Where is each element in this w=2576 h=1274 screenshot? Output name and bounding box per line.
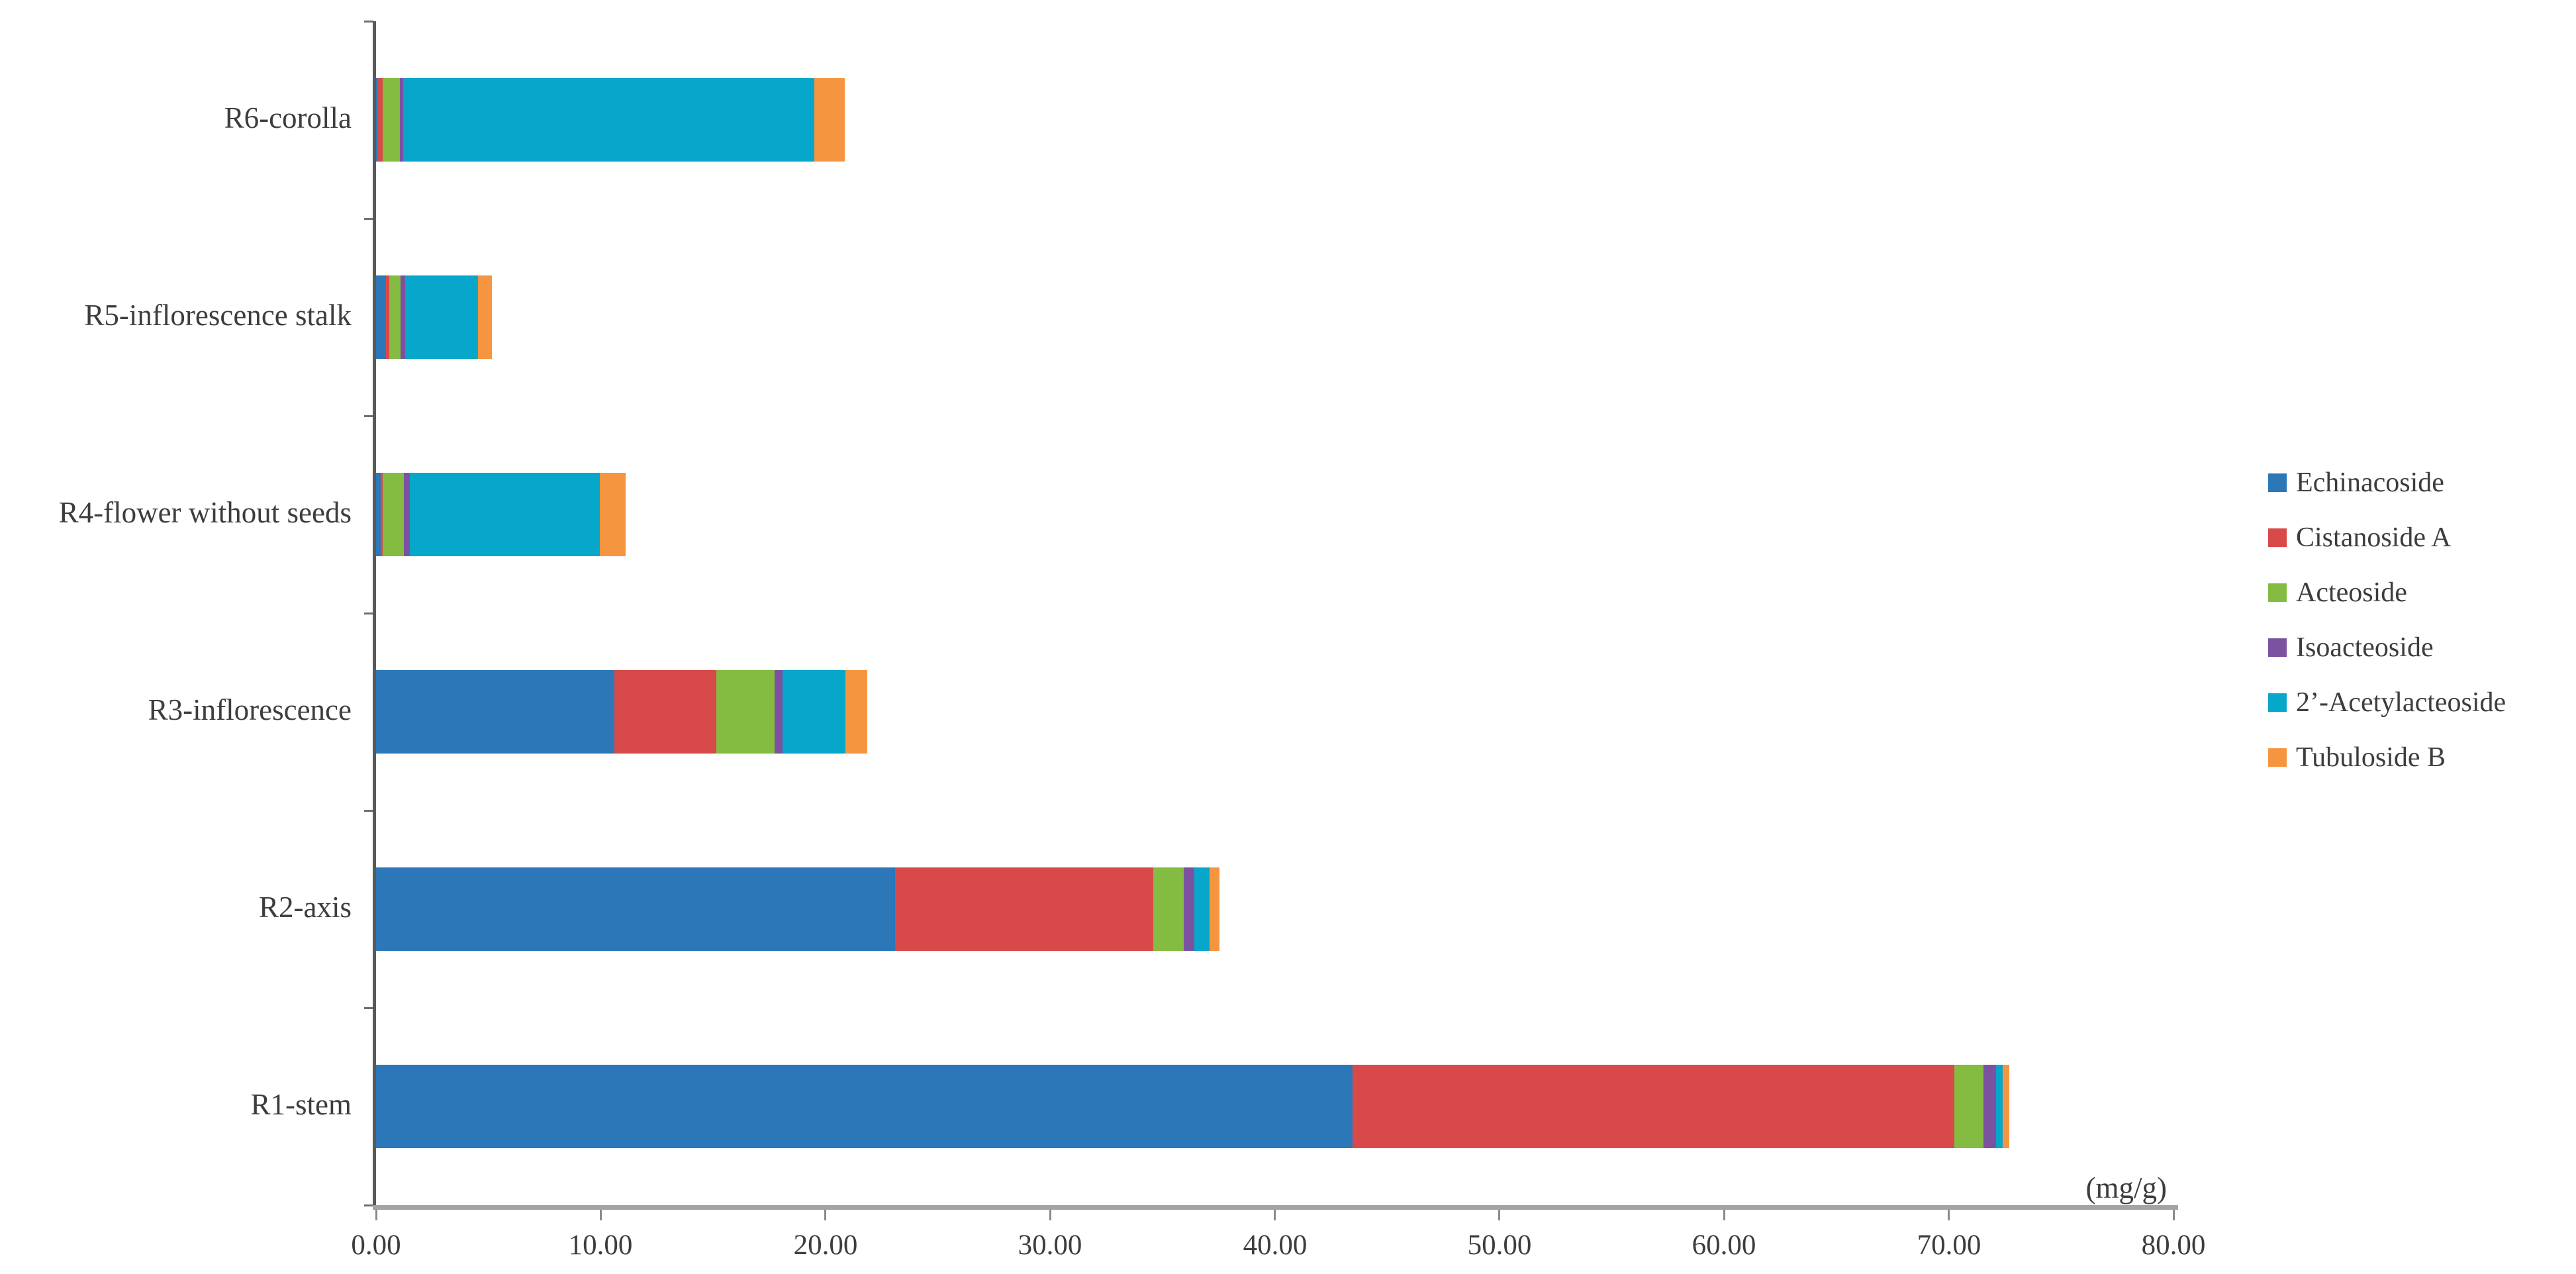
- bar-row: [376, 78, 845, 162]
- bar-segment: [716, 670, 775, 754]
- y-axis-line: [373, 21, 376, 1205]
- x-axis-tick: [2173, 1210, 2175, 1220]
- legend-label: Acteoside: [2296, 577, 2407, 608]
- legend-item: Isoacteoside: [2268, 620, 2506, 675]
- category-label: R1-stem: [250, 1088, 352, 1121]
- y-axis-tick: [364, 612, 373, 614]
- x-tick-label: 60.00: [1692, 1230, 1756, 1261]
- category-label: R3-inflorescence: [148, 693, 352, 726]
- bar-segment: [814, 78, 845, 162]
- bar-segment: [376, 473, 381, 556]
- bar-segment: [386, 275, 390, 359]
- legend-item: Echinacoside: [2268, 455, 2506, 510]
- bar-segment: [401, 275, 406, 359]
- bar-segment: [1954, 1065, 1984, 1148]
- bar-row: [376, 670, 867, 754]
- legend-label: Isoacteoside: [2296, 632, 2434, 663]
- legend: Echinacoside Cistanoside A Acteoside Isoact…: [2268, 455, 2506, 785]
- legend-swatch: [2268, 583, 2287, 602]
- bar-segment: [599, 473, 626, 556]
- bar-segment: [376, 78, 377, 162]
- bar-row: [376, 473, 626, 556]
- bar-segment: [376, 670, 614, 754]
- y-axis-tick: [364, 1007, 373, 1009]
- axis-unit-label: (mg/g): [2085, 1171, 2167, 1204]
- y-axis-tick: [364, 21, 373, 23]
- x-axis-line: [373, 1205, 2178, 1210]
- x-tick-label: 30.00: [1018, 1230, 1082, 1261]
- x-tick-label: 10.00: [568, 1230, 633, 1261]
- bar-segment: [377, 78, 383, 162]
- legend-item: Acteoside: [2268, 565, 2506, 620]
- x-tick-label: 70.00: [1917, 1230, 1981, 1261]
- bar-segment: [894, 867, 1154, 951]
- bar-segment: [1153, 867, 1184, 951]
- x-tick-label: 80.00: [2141, 1230, 2206, 1261]
- category-label: R5-inflorescence stalk: [84, 299, 352, 332]
- bar-segment: [383, 78, 400, 162]
- x-axis-tick: [375, 1210, 377, 1220]
- x-tick-label: 20.00: [793, 1230, 858, 1261]
- x-axis-tick: [600, 1210, 602, 1220]
- x-axis-tick: [1948, 1210, 1950, 1220]
- legend-swatch: [2268, 638, 2287, 657]
- legend-swatch: [2268, 693, 2287, 712]
- bar-segment: [478, 275, 492, 359]
- legend-swatch: [2268, 528, 2287, 547]
- legend-label: Tubuloside B: [2296, 742, 2446, 773]
- x-tick-label: 50.00: [1467, 1230, 1532, 1261]
- bar-segment: [389, 275, 401, 359]
- bar-segment: [1184, 867, 1194, 951]
- x-tick-label: 0.00: [351, 1230, 401, 1261]
- bar-segment: [1194, 867, 1210, 951]
- bar-segment: [1352, 1065, 1955, 1148]
- bar-segment: [1210, 867, 1219, 951]
- legend-label: 2’-Acetylacteoside: [2296, 687, 2506, 718]
- legend-swatch: [2268, 748, 2287, 767]
- y-axis-tick: [364, 1204, 373, 1206]
- x-tick-label: 40.00: [1243, 1230, 1308, 1261]
- category-label: R4-flower without seeds: [58, 496, 352, 529]
- bar-segment: [403, 78, 814, 162]
- x-axis-tick: [1498, 1210, 1500, 1220]
- bar-segment: [405, 275, 479, 359]
- bar-segment: [380, 473, 383, 556]
- x-axis-tick: [1723, 1210, 1725, 1220]
- bar-segment: [783, 670, 846, 754]
- legend-label: Cistanoside A: [2296, 522, 2452, 553]
- category-label: R2-axis: [259, 891, 352, 924]
- bar-segment: [775, 670, 783, 754]
- bar-segment: [2003, 1065, 2010, 1148]
- legend-item: Tubuloside B: [2268, 730, 2506, 785]
- x-axis-tick: [824, 1210, 826, 1220]
- y-axis-tick: [364, 810, 373, 812]
- legend-item: Cistanoside A: [2268, 510, 2506, 565]
- bar-row: [376, 275, 492, 359]
- bar-segment: [383, 473, 405, 556]
- legend-swatch: [2268, 473, 2287, 492]
- bar-segment: [376, 1065, 1353, 1148]
- bar-segment: [376, 867, 895, 951]
- category-label: R6-corolla: [224, 101, 352, 134]
- bar-segment: [614, 670, 717, 754]
- legend-label: Echinacoside: [2296, 467, 2444, 498]
- bar-segment: [404, 473, 410, 556]
- x-axis-tick: [1274, 1210, 1276, 1220]
- bar-row: [376, 1065, 2010, 1148]
- y-axis-tick: [364, 218, 373, 220]
- x-axis-tick: [1049, 1210, 1051, 1220]
- bar-segment: [1983, 1065, 1996, 1148]
- bar-row: [376, 867, 1219, 951]
- bar-segment: [399, 78, 403, 162]
- legend-item: 2’-Acetylacteoside: [2268, 675, 2506, 730]
- bar-segment: [845, 670, 867, 754]
- y-axis-tick: [364, 415, 373, 417]
- bar-segment: [376, 275, 387, 359]
- bar-segment: [1995, 1065, 2003, 1148]
- bar-segment: [410, 473, 600, 556]
